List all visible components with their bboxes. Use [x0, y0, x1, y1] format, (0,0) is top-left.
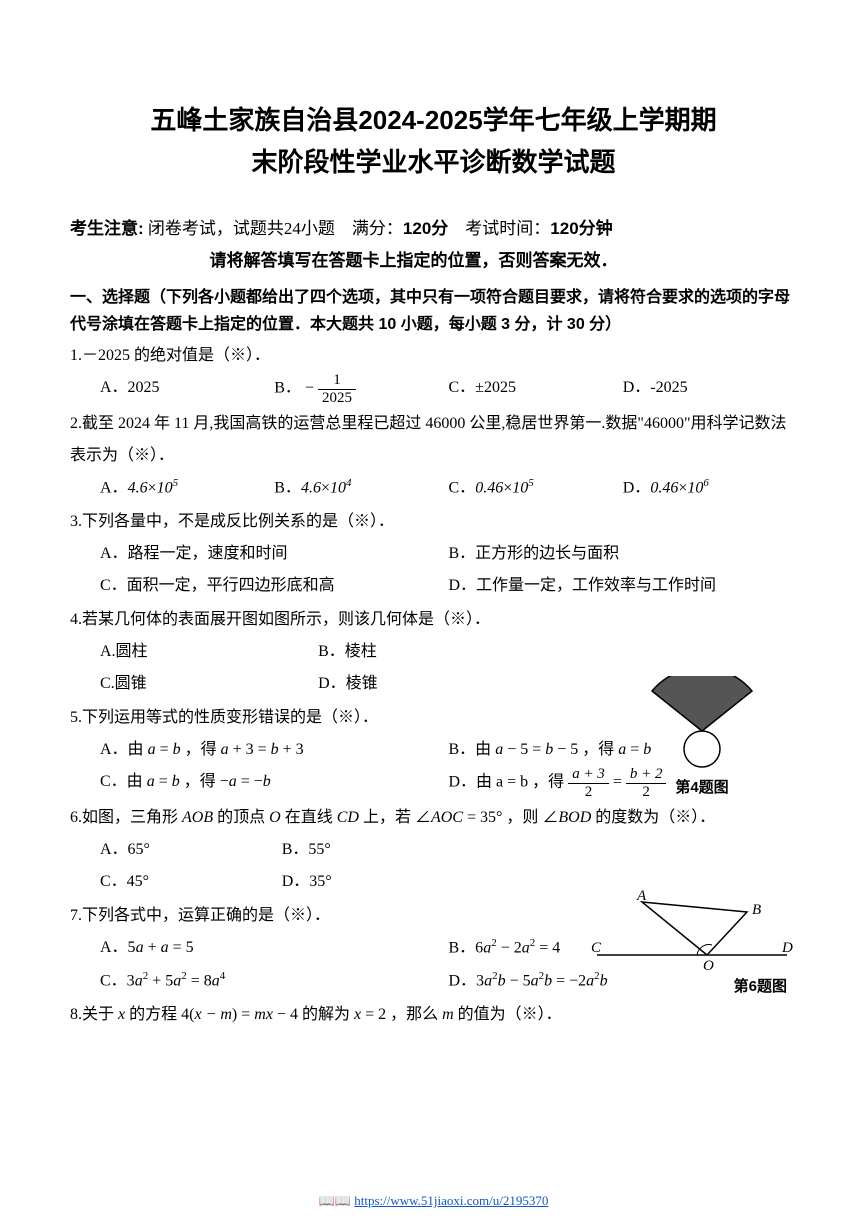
triangle-diagram-icon: A B C D O: [587, 890, 797, 970]
notice-text-1c: 考试时间：: [448, 219, 550, 238]
svg-text:B: B: [752, 902, 761, 918]
q3-options: A．路程一定，速度和时间 B．正方形的边长与面积 C．面积一定，平行四边形底和高…: [70, 538, 797, 602]
exam-page: 五峰土家族自治县2024-2025学年七年级上学期期 末阶段性学业水平诊断数学试…: [0, 0, 867, 1227]
q8-d: x − m: [194, 1006, 231, 1023]
q4-opt-a: A.圆柱: [100, 636, 318, 668]
q8-i: = 2 ，那么: [361, 1006, 442, 1023]
q4-opt-c: C.圆锥: [100, 668, 318, 700]
q3-opt-b: B．正方形的边长与面积: [449, 538, 798, 570]
figure-4-label: 第4题图: [617, 776, 787, 797]
q4-opt-d: D．棱锥: [318, 668, 536, 700]
page-title: 五峰土家族自治县2024-2025学年七年级上学期期 末阶段性学业水平诊断数学试…: [70, 100, 797, 183]
notice-time: 120分钟: [550, 219, 612, 238]
q3-stem: 3.下列各量中，不是成反比例关系的是（※）．: [70, 506, 797, 538]
q6-opt-d: D．35°: [282, 866, 464, 898]
question-2: 2.截至 2024 年 11 月,我国高铁的运营总里程已超过 46000 公里,…: [70, 408, 797, 504]
section-1-label: 一、选择题: [70, 289, 150, 306]
q1-stem: 1.－2025 的绝对值是（※）．: [70, 340, 797, 372]
q6-h: AOC: [431, 809, 463, 826]
q5-d-den1: 2: [568, 784, 609, 801]
q6-opt-b: B．55°: [282, 834, 464, 866]
q1-opt-c: C．±2025: [449, 372, 623, 406]
q6-opt-c: C．45°: [100, 866, 282, 898]
q5-opt-a: A．由 a = b ，得 a + 3 = b + 3: [100, 734, 449, 766]
q2-opt-a: A．4.6×105: [100, 472, 274, 504]
q8-h: x: [354, 1006, 361, 1023]
q5-d-prefix: D．由 a = b ，得: [449, 774, 569, 791]
q3-opt-d: D．工作量一定，工作效率与工作时间: [449, 570, 798, 602]
q6-j: BOD: [558, 809, 591, 826]
question-3: 3.下列各量中，不是成反比例关系的是（※）． A．路程一定，速度和时间 B．正方…: [70, 506, 797, 602]
q4-options: A.圆柱 B．棱柱 C.圆锥 D．棱锥: [70, 636, 536, 700]
notice-row-2: 请将解答填写在答题卡上指定的位置，否则答案无效．: [70, 245, 797, 277]
q1-b-prefix: B．: [274, 380, 301, 397]
question-1: 1.－2025 的绝对值是（※）． A．2025 B． − 12025 C．±2…: [70, 340, 797, 406]
figure-4: 第4题图: [617, 676, 787, 797]
title-line-2: 末阶段性学业水平诊断数学试题: [251, 147, 615, 177]
q4-opt-b: B．棱柱: [318, 636, 536, 668]
q1-opt-a: A．2025: [100, 372, 274, 406]
cone-net-icon: [617, 676, 787, 771]
q3-opt-a: A．路程一定，速度和时间: [100, 538, 449, 570]
q6-options: A．65° B．55° C．45° D．35°: [70, 834, 464, 898]
svg-text:O: O: [703, 958, 714, 970]
title-line-1: 五峰土家族自治县2024-2025学年七年级上学期期: [150, 105, 716, 135]
q6-d: O: [269, 809, 281, 826]
q2-opt-c: C．0.46×105: [449, 472, 623, 504]
section-1-desc: （下列各小题都给出了四个选项，其中只有一项符合题目要求，请将符合要求的选项的字母…: [70, 289, 790, 333]
q6-a: 6.如图，三角形: [70, 809, 182, 826]
q8-j: m: [442, 1006, 454, 1023]
footer-link[interactable]: https://www.51jiaoxi.com/u/2195370: [354, 1193, 548, 1208]
q1-opt-d: D．-2025: [623, 372, 797, 406]
notice-score: 120分: [403, 219, 448, 238]
q2-opt-d: D．0.46×106: [623, 472, 797, 504]
q8-c: 的方程 4(: [125, 1006, 194, 1023]
q8-f: mx: [254, 1006, 273, 1023]
q1-b-den: 2025: [318, 390, 356, 407]
figure-6-label: 第6题图: [587, 975, 797, 996]
q7-opt-a: A．5a + a = 5: [100, 932, 449, 964]
q7-opt-c: C．3a2 + 5a2 = 8a4: [100, 965, 449, 997]
q5-opt-c: C．由 a = b ，得 −a = −b: [100, 766, 449, 800]
page-footer: 📖📖 https://www.51jiaoxi.com/u/2195370: [0, 1193, 867, 1209]
question-8: 8.关于 x 的方程 4(x − m) = mx − 4 的解为 x = 2 ，…: [70, 999, 797, 1031]
q8-a: 8.关于: [70, 1006, 118, 1023]
q6-i: = 35° ，则 ∠: [463, 809, 558, 826]
q1-b-num: 1: [318, 372, 356, 390]
footer-icon: 📖📖: [319, 1193, 355, 1208]
q6-stem: 6.如图，三角形 AOB 的顶点 O 在直线 CD 上，若 ∠AOC = 35°…: [70, 802, 797, 834]
q6-e: 在直线: [281, 809, 337, 826]
section-1-header: 一、选择题（下列各小题都给出了四个选项，其中只有一项符合题目要求，请将符合要求的…: [70, 284, 797, 338]
q2-opt-b: B．4.6×104: [274, 472, 448, 504]
notice-text-1a: 闭卷考试，试题共24小题 满分：: [148, 219, 403, 238]
q1-b-neg: −: [305, 380, 314, 397]
notice-row-1: 考生注意: 闭卷考试，试题共24小题 满分：120分 考试时间：120分钟: [70, 213, 797, 245]
q2-options: A．4.6×105 B．4.6×104 C．0.46×105 D．0.46×10…: [70, 472, 797, 504]
svg-text:C: C: [591, 940, 602, 956]
q6-g: 上，若 ∠: [359, 809, 431, 826]
q5-d-frac1: a + 32: [568, 766, 609, 800]
q3-opt-c: C．面积一定，平行四边形底和高: [100, 570, 449, 602]
svg-text:D: D: [781, 940, 793, 956]
q8-k: 的值为（※）．: [454, 1006, 562, 1023]
q6-opt-a: A．65°: [100, 834, 282, 866]
question-6: 6.如图，三角形 AOB 的顶点 O 在直线 CD 上，若 ∠AOC = 35°…: [70, 802, 797, 898]
q6-b: AOB: [182, 809, 213, 826]
q1-options: A．2025 B． − 12025 C．±2025 D．-2025: [70, 372, 797, 406]
svg-text:A: A: [636, 890, 647, 904]
q6-k: 的度数为（※）．: [591, 809, 715, 826]
q4-stem: 4.若某几何体的表面展开图如图所示，则该几何体是（※）．: [70, 604, 797, 636]
q6-c: 的顶点: [213, 809, 269, 826]
q8-stem: 8.关于 x 的方程 4(x − m) = mx − 4 的解为 x = 2 ，…: [70, 999, 797, 1031]
q1-b-fraction: 12025: [318, 372, 356, 406]
notice-label: 考生注意:: [70, 219, 144, 238]
figure-6: A B C D O 第6题图: [587, 890, 797, 996]
q8-g: − 4 的解为: [273, 1006, 354, 1023]
q1-opt-b: B． − 12025: [274, 372, 448, 406]
q5-d-num1: a + 3: [568, 766, 609, 784]
q6-f: CD: [337, 809, 359, 826]
q8-e: ) =: [232, 1006, 254, 1023]
q2-stem: 2.截至 2024 年 11 月,我国高铁的运营总里程已超过 46000 公里,…: [70, 408, 797, 472]
